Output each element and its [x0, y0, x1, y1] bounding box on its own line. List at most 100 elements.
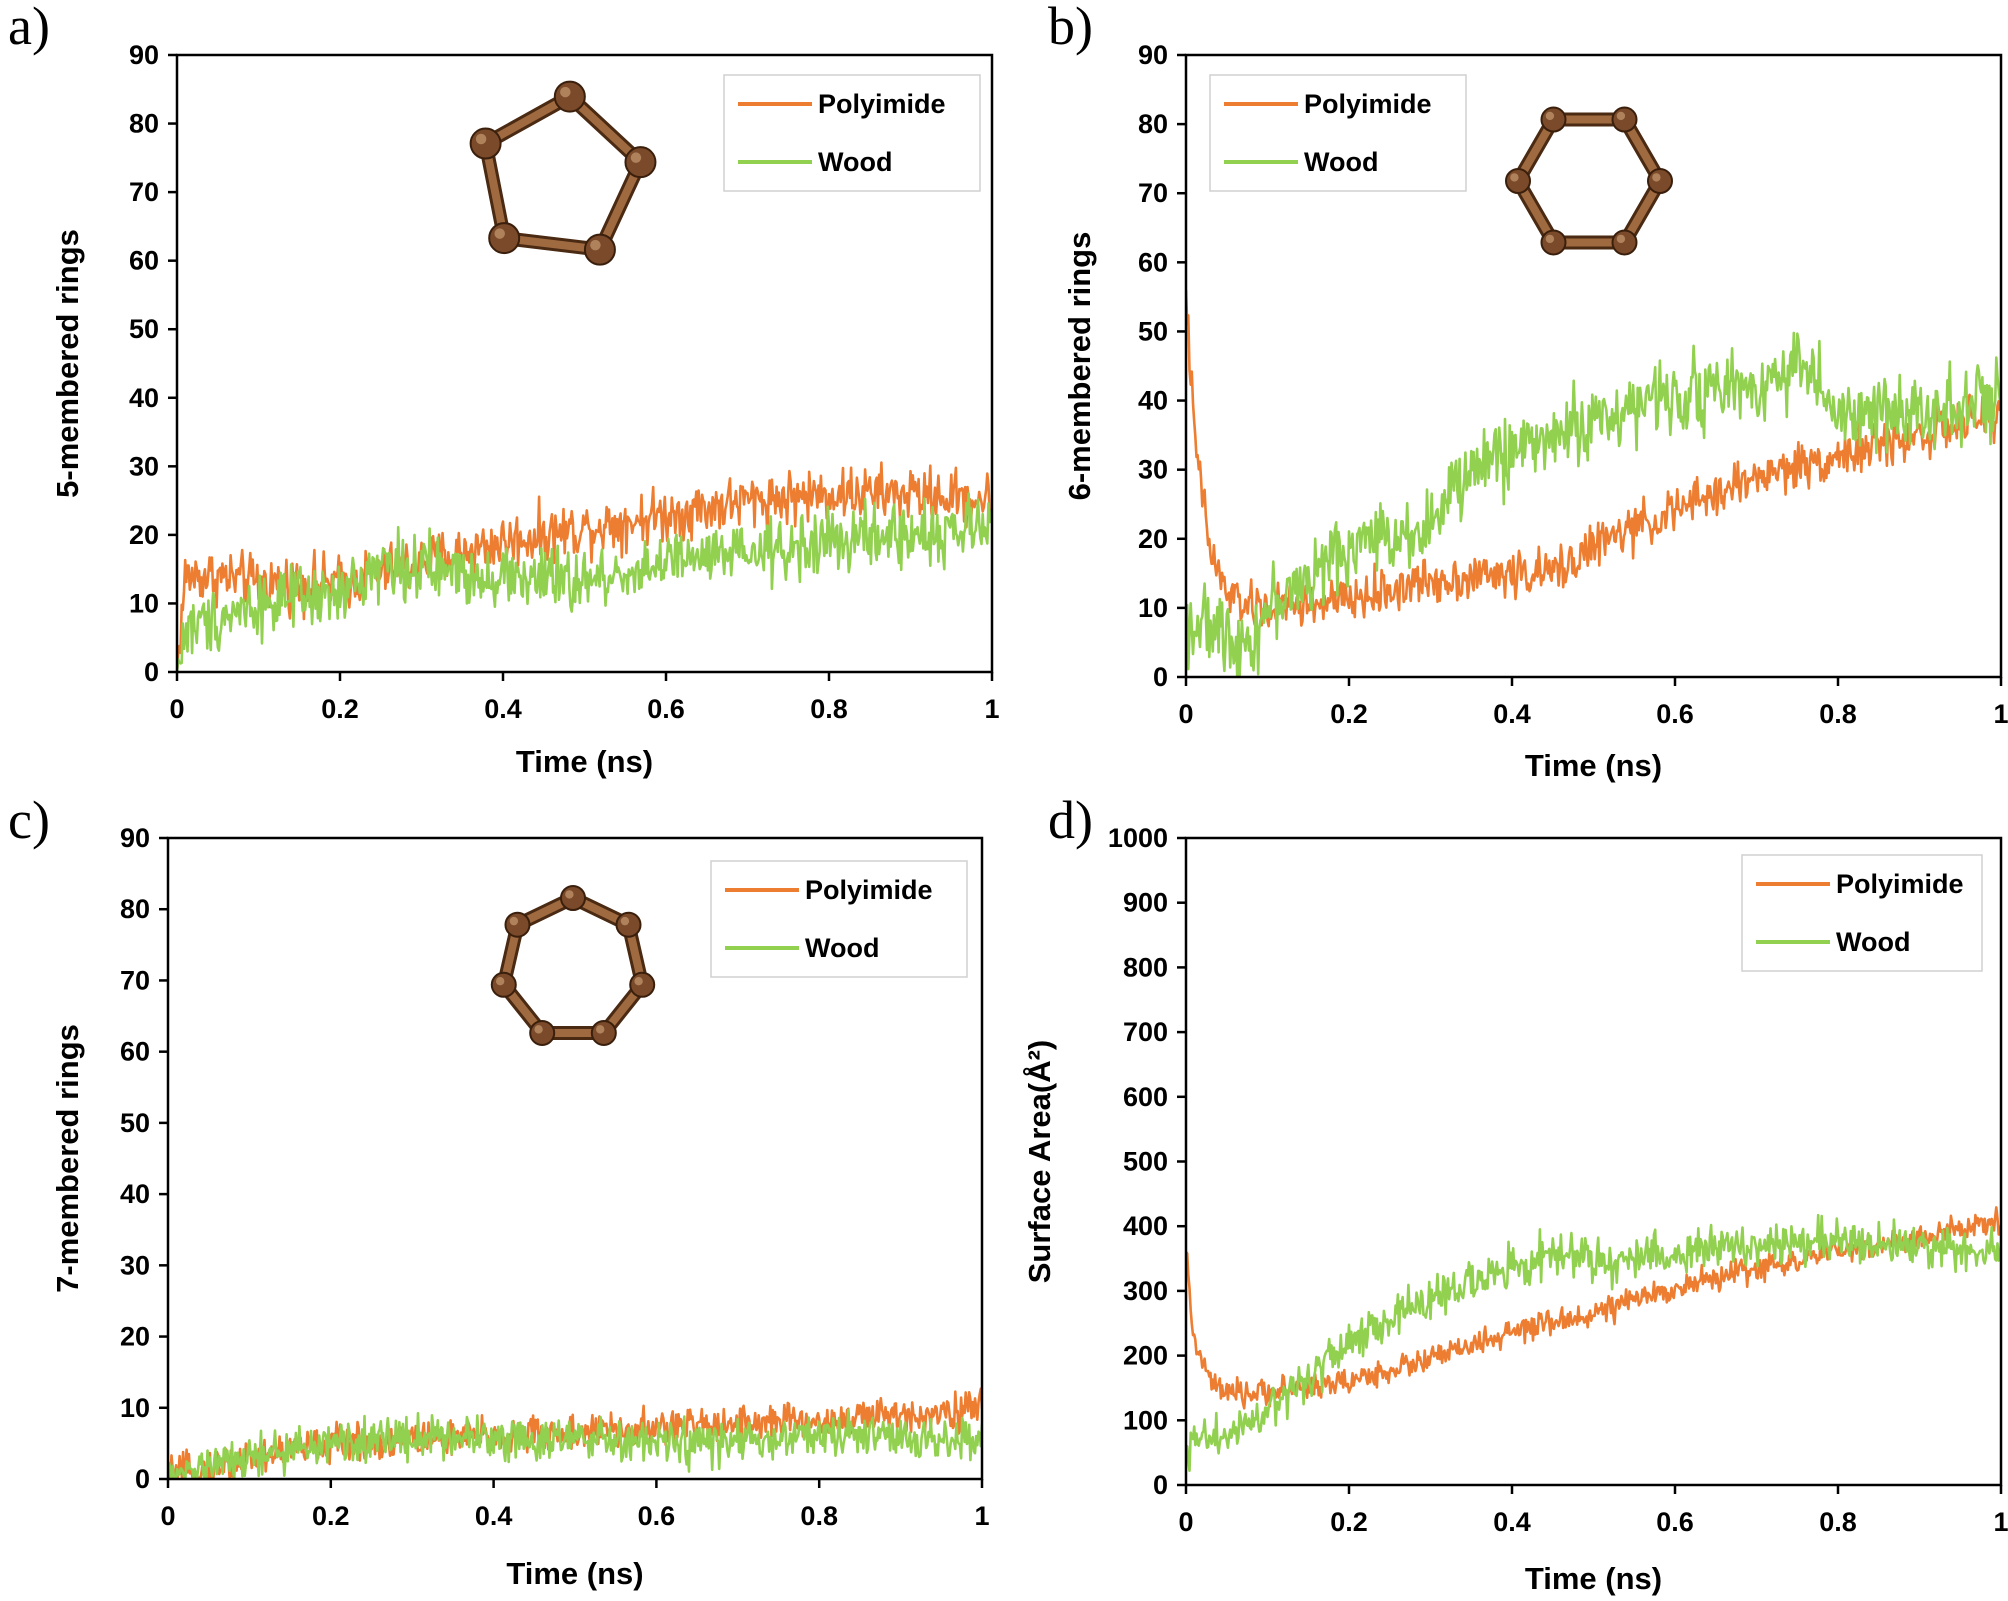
atom-highlight — [620, 916, 630, 926]
y-axis-title: 5-membered rings — [50, 229, 85, 498]
y-tick-label: 40 — [1138, 386, 1168, 416]
bond-highlight — [481, 92, 574, 148]
legend-label-polyimide: Polyimide — [818, 89, 946, 119]
x-tick-label: 0 — [1178, 1507, 1193, 1537]
bond-highlight — [565, 92, 645, 167]
atom — [1505, 168, 1531, 194]
x-tick-label: 0.4 — [1493, 1507, 1531, 1537]
5-ring-molecule — [469, 80, 657, 266]
x-tick-label: 0.2 — [312, 1501, 350, 1531]
x-tick-label: 1 — [974, 1501, 989, 1531]
atom-highlight — [495, 976, 505, 986]
plot-frame — [1184, 53, 2003, 679]
y-tick-label: 0 — [144, 657, 159, 687]
atom-highlight — [534, 1025, 543, 1034]
atom — [590, 1019, 617, 1046]
atom — [560, 885, 586, 911]
y-tick-label: 30 — [120, 1250, 150, 1280]
legend-box — [1209, 74, 1467, 192]
y-tick-label: 600 — [1123, 1082, 1168, 1112]
y-tick-label: 80 — [120, 894, 150, 924]
y-tick-label: 100 — [1123, 1405, 1168, 1435]
x-tick-label: 0.8 — [1819, 699, 1857, 729]
y-tick-label: 10 — [1138, 593, 1168, 623]
y-tick-label: 0 — [1153, 1470, 1168, 1500]
x-tick-label: 0 — [1178, 699, 1193, 729]
y-tick-label: 0 — [1153, 662, 1168, 692]
y-tick-label: 60 — [129, 246, 159, 276]
y-tick-label: 10 — [120, 1393, 150, 1423]
y-tick-label: 40 — [129, 383, 159, 413]
series-line-polyimide — [1186, 289, 2001, 628]
atom — [624, 146, 657, 179]
x-axis-title: Time (ns) — [516, 744, 653, 779]
bond-highlight — [500, 234, 604, 254]
y-tick-label: 90 — [129, 40, 159, 70]
atom — [490, 971, 517, 998]
atom-highlight — [565, 890, 574, 899]
x-tick-label: 0 — [160, 1501, 175, 1531]
atom — [583, 233, 616, 266]
atom-highlight — [596, 1025, 605, 1034]
x-tick-label: 1 — [1993, 1507, 2008, 1537]
x-tick-label: 0.6 — [1656, 1507, 1694, 1537]
legend-box — [710, 860, 968, 978]
x-tick-label: 1 — [984, 694, 999, 724]
legend: Polyimide Wood — [723, 74, 981, 192]
y-tick-label: 90 — [120, 823, 150, 853]
legend: Polyimide Wood — [710, 860, 968, 978]
y-tick-label: 10 — [129, 588, 159, 618]
y-tick-label: 70 — [129, 177, 159, 207]
y-tick-label: 900 — [1123, 888, 1168, 918]
y-axis-title: 6-membered rings — [1062, 232, 1097, 501]
y-tick-label: 200 — [1123, 1341, 1168, 1371]
x-axis-title: Time (ns) — [1525, 1561, 1662, 1596]
atom — [1540, 229, 1567, 256]
panel-label: d) — [1048, 790, 1093, 850]
atom-highlight — [1545, 111, 1555, 121]
series-line-wood — [168, 1408, 982, 1479]
atom — [553, 80, 586, 113]
chart-panel-c: c) 0 10 20 30 40 50 60 70 80 90 0 0.2 0.4 0.6 0.8 1 Time … — [8, 790, 990, 1591]
atom-highlight — [1510, 173, 1519, 182]
y-tick-label: 50 — [1138, 316, 1168, 346]
legend-box — [723, 74, 981, 192]
y-tick-label: 300 — [1123, 1276, 1168, 1306]
atom-highlight — [1545, 234, 1555, 244]
y-tick-label: 30 — [1138, 455, 1168, 485]
atom — [1540, 106, 1567, 133]
atom-highlight — [509, 916, 519, 926]
y-tick-label: 400 — [1123, 1211, 1168, 1241]
bond-highlight — [595, 158, 645, 254]
atom-highlight — [560, 86, 571, 98]
legend: Polyimide Wood — [1741, 854, 1983, 972]
legend-box — [1741, 854, 1983, 972]
chart-panel-a: a) 0 10 20 30 40 50 60 70 80 90 0 0.2 0.4 0.6 0.8 1 Time … — [8, 0, 1000, 779]
plot-frame — [166, 836, 984, 1481]
y-tick-label: 80 — [1138, 109, 1168, 139]
y-axis-title: 7-membered rings — [50, 1024, 85, 1293]
atom — [615, 911, 642, 938]
atom-highlight — [1616, 234, 1626, 244]
x-tick-label: 0.4 — [1493, 699, 1531, 729]
legend-label-polyimide: Polyimide — [1836, 869, 1964, 899]
panel-label: a) — [8, 0, 50, 56]
bond-highlight — [481, 139, 509, 243]
atom — [529, 1019, 556, 1046]
y-tick-label: 60 — [1138, 247, 1168, 277]
legend-label-polyimide: Polyimide — [1304, 89, 1432, 119]
x-tick-label: 0.2 — [1330, 1507, 1368, 1537]
panel-label: c) — [8, 790, 50, 850]
atom-highlight — [634, 976, 643, 986]
y-tick-label: 70 — [120, 965, 150, 995]
legend-label-wood: Wood — [805, 933, 879, 963]
y-tick-label: 50 — [129, 314, 159, 344]
series-line-wood — [1186, 331, 2001, 677]
x-tick-label: 0.8 — [800, 1501, 838, 1531]
legend-label-polyimide: Polyimide — [805, 875, 933, 905]
y-tick-label: 60 — [120, 1037, 150, 1067]
x-tick-label: 0.6 — [647, 694, 685, 724]
atom — [1611, 229, 1638, 256]
atom-highlight — [630, 152, 642, 163]
